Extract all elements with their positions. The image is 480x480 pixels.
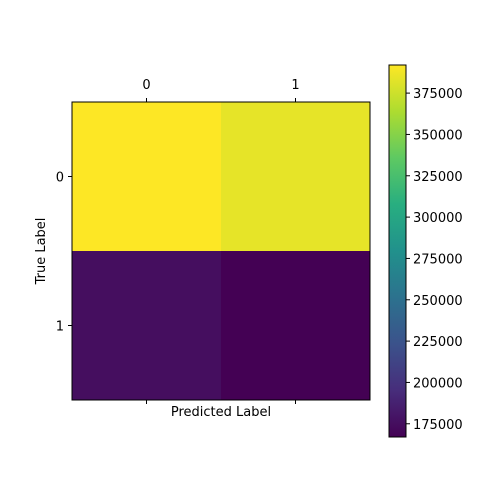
colorbar-tick-label: 325000 [413, 170, 463, 185]
colorbar-tick-label: 275000 [413, 252, 463, 267]
x-tick-label: 1 [291, 78, 299, 93]
heatmap-cell [72, 102, 222, 252]
colorbar-tick-label: 375000 [413, 87, 463, 102]
heatmap-cell [221, 251, 371, 401]
y-axis-label: True Label [34, 218, 49, 286]
colorbar-tick-label: 200000 [413, 376, 463, 391]
heatmap-cells [72, 102, 371, 401]
colorbar-ticks: 175000 200000 225000 250000 275000 300000 3250… [406, 87, 463, 433]
colorbar-tick-label: 300000 [413, 211, 463, 226]
colorbar [388, 64, 407, 438]
plot-frame [71, 101, 371, 401]
x-axis-label: Predicted Label [171, 405, 271, 420]
heatmap-cell [221, 102, 371, 252]
y-axis-ticks: 01 [56, 171, 72, 335]
colorbar-tick-label: 175000 [413, 418, 463, 433]
y-tick-label: 0 [56, 171, 64, 186]
x-tick-label: 0 [142, 78, 150, 93]
colorbar-tick-label: 250000 [413, 294, 463, 309]
colorbar-tick-label: 350000 [413, 128, 463, 143]
y-tick-label: 1 [56, 320, 64, 335]
colorbar-tick-label: 225000 [413, 335, 463, 350]
heatmap-cell [72, 251, 222, 401]
